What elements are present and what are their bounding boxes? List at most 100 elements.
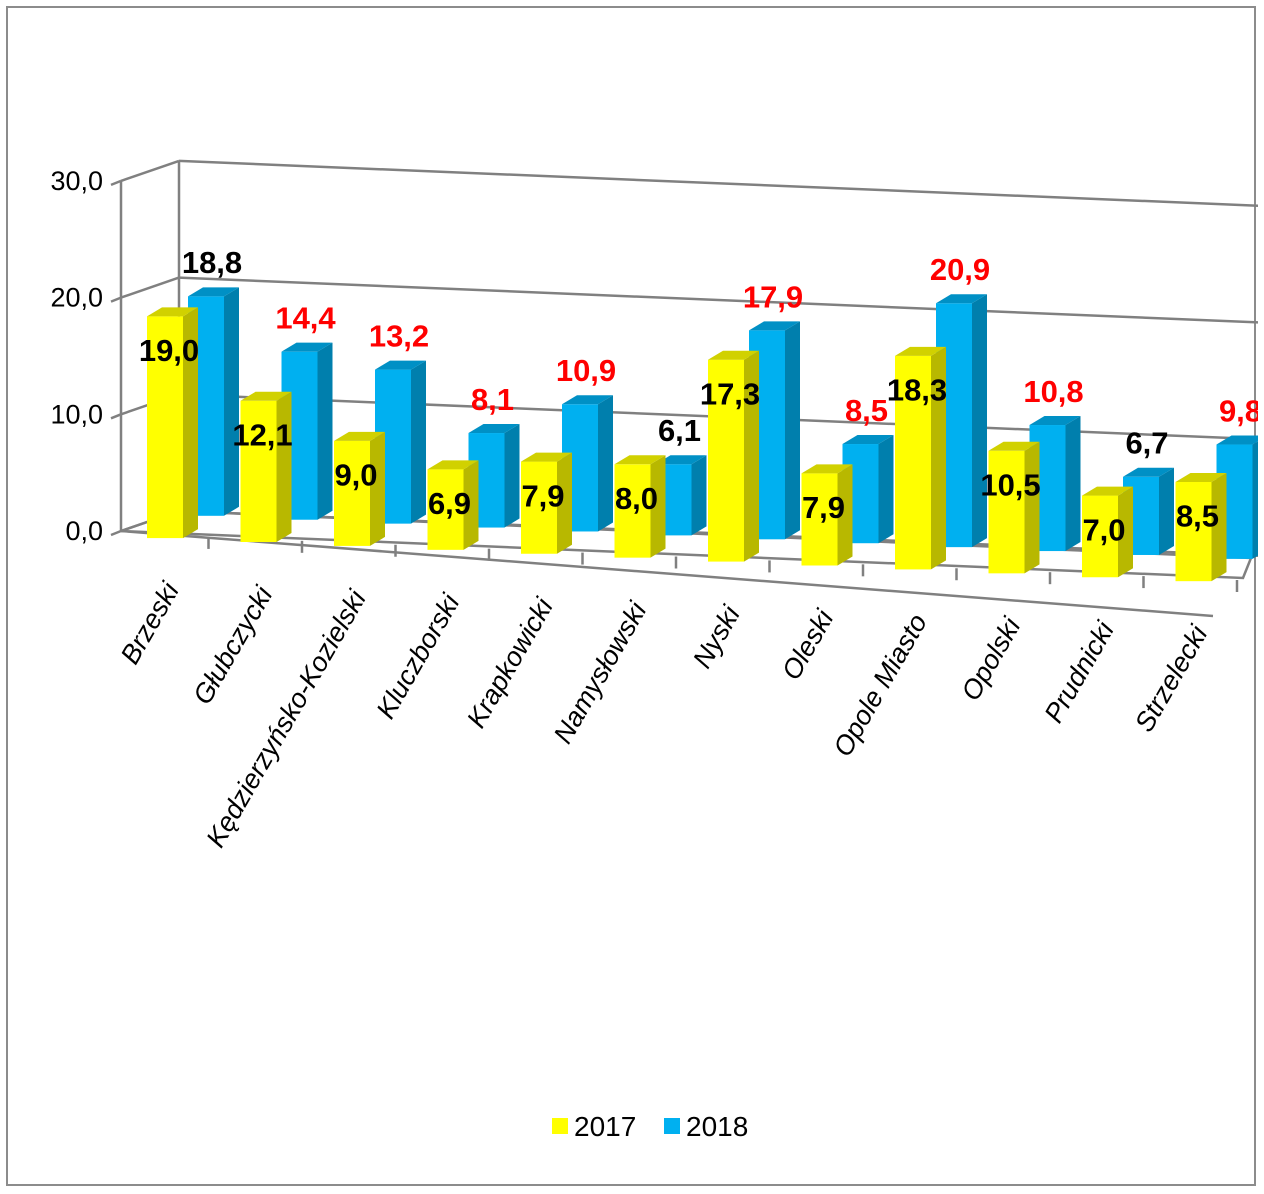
data-label-2017: 7,0 [1082, 512, 1125, 547]
bar-2017-top [427, 460, 479, 470]
bar-2018-top [1123, 467, 1174, 477]
category-label: Nyski [687, 600, 746, 673]
side-gridline [120, 276, 180, 299]
category-label: Opolski [955, 612, 1026, 706]
bar-2017 [427, 469, 464, 550]
bar-2017-side [837, 464, 853, 566]
data-label-2018: 10,9 [556, 353, 616, 388]
bar-2017 [334, 440, 370, 546]
data-label-2018: 17,9 [743, 279, 803, 314]
category-label: Głubczycki [187, 581, 279, 710]
data-label-2018: 10,8 [1023, 374, 1083, 409]
bar-2018-top [281, 342, 333, 352]
chart-frame: 0,0 10,0 20,0 30,0 Brzeski Głubczycki Kędzierz… [6, 6, 1258, 1186]
bar-2017-top [334, 431, 385, 441]
bar-2017-top [240, 391, 292, 401]
bar-2018-side [224, 287, 239, 516]
y-tick-mark [110, 413, 122, 420]
bar-2017-side [183, 307, 198, 539]
bar-2017 [708, 359, 744, 562]
bar-2018-top [468, 424, 520, 434]
data-label-2018: 6,7 [1125, 426, 1168, 461]
data-label-2017: 9,0 [334, 458, 377, 493]
data-label-2018: 8,1 [471, 382, 514, 417]
data-label-2018: 14,4 [275, 301, 336, 336]
data-label-2018: 6,1 [658, 413, 701, 448]
bar-2017-side [557, 452, 572, 554]
bar-2017-side [463, 460, 479, 550]
data-label-2018: 9,8 [1219, 393, 1258, 428]
data-label-2018: 20,9 [930, 252, 990, 287]
bar-2018-top [375, 360, 426, 370]
data-label-2017: 8,0 [615, 481, 658, 516]
data-label-2017: 10,5 [980, 468, 1040, 503]
category-label: Namysłowski [548, 596, 653, 748]
data-label-2017: 18,3 [887, 373, 947, 408]
bar-2018-side [972, 294, 987, 548]
bar-2017-top [708, 350, 759, 360]
bar-2017 [988, 450, 1025, 574]
bar-2018-side [317, 342, 333, 520]
bar-2017 [895, 355, 931, 570]
category-label: Brzeski [115, 577, 186, 670]
data-label-2018: 13,2 [369, 318, 429, 353]
data-label-2017: 6,9 [428, 486, 471, 521]
y-tick-mark [110, 296, 122, 303]
bar-2018-side [598, 395, 613, 532]
bar-2017-top [895, 346, 946, 356]
y-tick-label: 30,0 [50, 166, 103, 196]
category-label: Strzelecki [1129, 620, 1214, 737]
bar-2017 [614, 464, 651, 558]
bar-2017-side [276, 391, 292, 543]
bar-2018-top [936, 294, 987, 304]
category-label: Opole Miasto [827, 609, 933, 762]
bar-2017 [801, 473, 838, 566]
bar-2017-top [614, 455, 666, 465]
bar-2017-side [1211, 472, 1227, 582]
bar-2017-side [744, 350, 759, 562]
gridline [178, 276, 1258, 324]
bar-2017 [240, 400, 277, 543]
bar-2017 [1175, 481, 1212, 582]
bar-2017-side [1024, 441, 1040, 574]
data-label-2017: 17,3 [700, 376, 760, 411]
bar-2017-top [1175, 472, 1227, 482]
y-tick-label: 20,0 [50, 283, 103, 313]
legend-swatch-2018 [664, 1118, 680, 1134]
bar-2017-top [521, 452, 572, 462]
data-label-2018: 8,5 [845, 393, 888, 428]
category-label: Krapkowicki [461, 592, 560, 733]
category-label: Kluczborski [370, 588, 466, 723]
bar-2018-top [749, 321, 800, 331]
bar-2017-top [801, 464, 853, 474]
bar-2017 [1082, 495, 1118, 578]
bar-2018-side [1159, 467, 1174, 555]
bar-chart-3d: 0,0 10,0 20,0 30,0 Brzeski GłubczyckiKędzierz… [50, 159, 1258, 1142]
data-label-2018: 18,8 [182, 245, 242, 280]
bar-2017-top [988, 441, 1040, 451]
data-label-2017: 19,0 [139, 333, 199, 368]
bar-2017-top [1082, 486, 1133, 496]
category-label: Oleski [776, 604, 840, 685]
bar-2018-top [1029, 416, 1081, 426]
bar-2017-top [147, 307, 198, 317]
y-tick-label: 0,0 [65, 516, 103, 546]
y-tick-mark [110, 179, 122, 187]
bar-2018-side [1065, 416, 1081, 552]
data-label-2017: 7,9 [802, 490, 845, 525]
bar-2018-top [188, 287, 239, 297]
bar-2018-top [1216, 435, 1258, 445]
bar-2017-side [931, 346, 946, 570]
bar-2018-side [691, 455, 707, 536]
bar-2018-top [655, 455, 707, 465]
bar-2018-side [785, 321, 800, 540]
bar-2018-side [411, 360, 426, 524]
side-gridline [120, 159, 180, 183]
bar-2018-top [842, 435, 894, 445]
bar-2017 [147, 316, 183, 539]
data-label-2017: 8,5 [1176, 499, 1219, 534]
bar-2017 [521, 461, 557, 554]
bar-2018-side [1252, 441, 1258, 559]
data-label-2017: 12,1 [232, 418, 292, 453]
bar-2017-side [650, 455, 666, 558]
